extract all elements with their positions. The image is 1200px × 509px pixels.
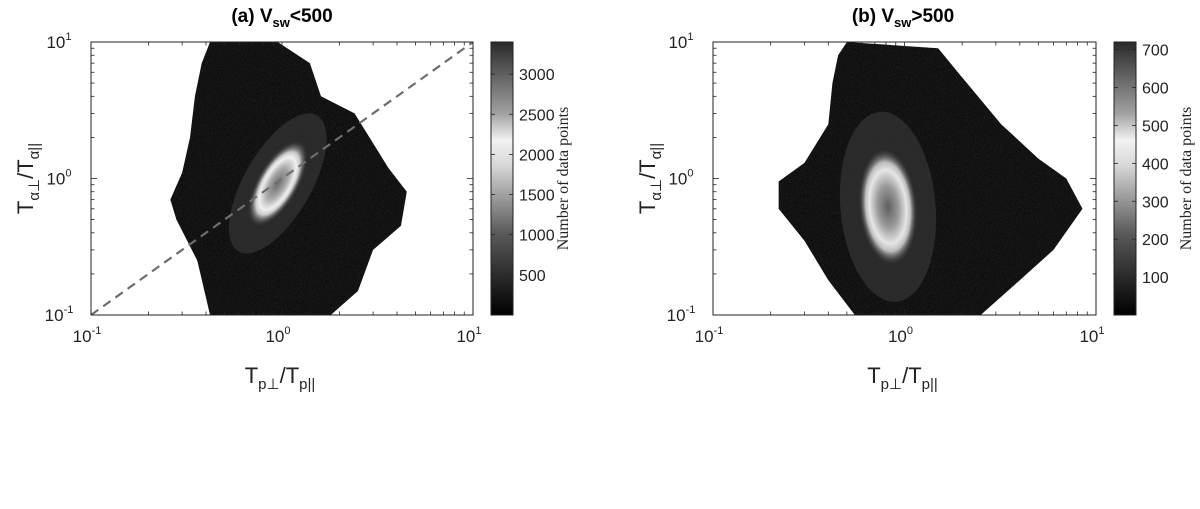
- y-tick-label: 101: [46, 31, 71, 52]
- colorbar-tick-label: 600: [1142, 81, 1169, 98]
- colorbar-tick-label: 3000: [519, 67, 555, 84]
- chart-title: (b) Vsw>500: [852, 6, 954, 30]
- y-tick-label: 10-1: [45, 304, 74, 325]
- reference-line-y-equals-x: [91, 42, 473, 315]
- x-tick-label: 100: [265, 325, 290, 346]
- colorbar-label: Number of data points: [1178, 107, 1195, 251]
- colorbar-tick-label: 2500: [519, 107, 555, 124]
- colorbar-tick-label: 2000: [519, 147, 555, 164]
- y-tick-label: 100: [46, 168, 71, 189]
- colorbar-tick-label: 500: [519, 268, 546, 285]
- colorbar-tick-label: 500: [1142, 118, 1169, 135]
- colorbar: [1113, 41, 1137, 316]
- plot-area: [91, 42, 473, 315]
- colorbar-tick-label: 400: [1142, 156, 1169, 173]
- panel-a: 10-1 100 101 10-1 100 101 (a) Vsw<500 Tp⊥/Tp|| T…: [13, 6, 572, 393]
- x-tick-label: 10-1: [695, 325, 724, 346]
- panel-b: 10-1 100 101 10-1 100 101 (b) Vsw>500 Tp⊥/Tp|| T…: [635, 6, 1195, 393]
- x-axis-label: Tp⊥/Tp||: [245, 363, 316, 393]
- x-tick-label: 100: [888, 325, 913, 346]
- x-axis-label: Tp⊥/Tp||: [867, 363, 938, 393]
- y-tick-label: 100: [668, 168, 693, 189]
- x-tick-label: 10-1: [73, 325, 102, 346]
- chart-title: (a) Vsw<500: [231, 6, 332, 30]
- y-axis-label: Tα⊥/Tα||: [635, 143, 665, 214]
- density-peak-ring: [857, 147, 919, 267]
- colorbar: [490, 41, 514, 316]
- colorbar-tick-label: 200: [1142, 232, 1169, 249]
- x-tick-label: 101: [1079, 325, 1104, 346]
- y-tick-label: 10-1: [667, 304, 696, 325]
- y-tick-label: 101: [668, 31, 693, 52]
- colorbar-tick-label: 100: [1142, 270, 1169, 287]
- colorbar-label: Number of data points: [555, 107, 572, 251]
- colorbar-tick-label: 700: [1142, 43, 1169, 60]
- x-tick-label: 101: [456, 325, 481, 346]
- y-axis-label: Tα⊥/Tα||: [13, 143, 43, 214]
- plot-area: [778, 42, 1083, 315]
- colorbar-tick-label: 1000: [519, 228, 555, 245]
- colorbar-tick-label: 300: [1142, 194, 1169, 211]
- density-peak-ring: [247, 139, 309, 228]
- colorbar-tick-label: 1500: [519, 188, 555, 205]
